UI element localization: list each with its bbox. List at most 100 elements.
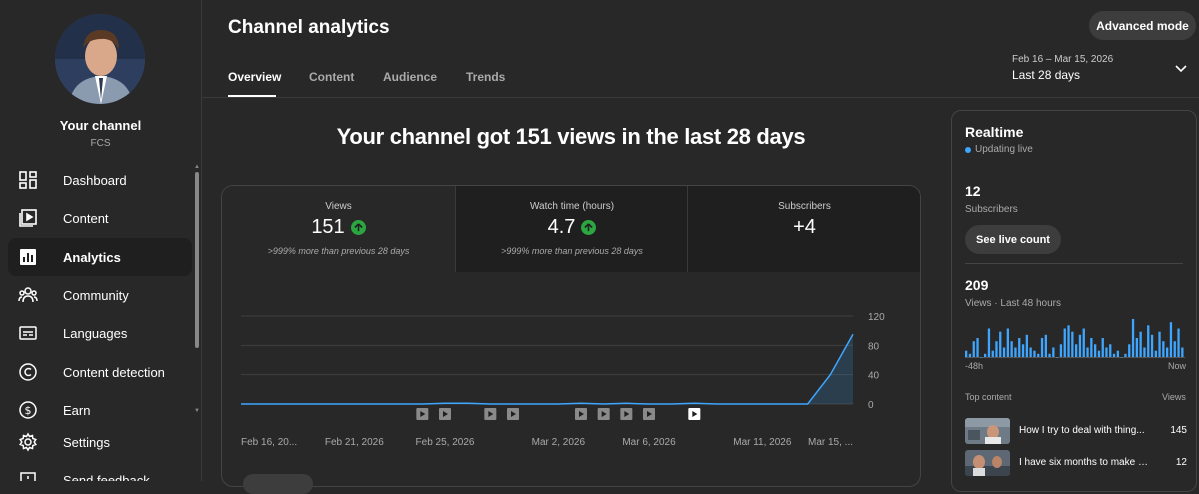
bar bbox=[1006, 328, 1009, 357]
bar bbox=[1105, 347, 1108, 357]
metric-watch-time[interactable]: Watch time (hours) 4.7 >999% more than p… bbox=[455, 186, 688, 272]
list-item[interactable]: How I try to deal with thing... 145 bbox=[965, 418, 1187, 444]
series-line bbox=[241, 333, 854, 405]
play-icon bbox=[420, 411, 426, 417]
realtime-bar-chart[interactable] bbox=[965, 317, 1185, 359]
date-preset[interactable]: Last 28 days bbox=[1012, 68, 1081, 82]
date-range[interactable]: Feb 16 – Mar 15, 2026 bbox=[1012, 54, 1114, 65]
bar bbox=[1037, 353, 1040, 357]
bar bbox=[1173, 341, 1176, 357]
list-item[interactable]: I have six months to make it... 12 bbox=[965, 450, 1187, 476]
bar bbox=[1158, 331, 1161, 357]
tab-trends[interactable]: Trends bbox=[466, 70, 506, 84]
video-thumbnail[interactable] bbox=[965, 450, 1010, 476]
bar bbox=[1056, 357, 1059, 358]
sidebar-scrollbar[interactable] bbox=[195, 172, 199, 348]
sidebar-item-analytics[interactable]: Analytics bbox=[8, 238, 192, 276]
tab-overview[interactable]: Overview bbox=[228, 70, 282, 84]
live-dot-icon bbox=[965, 146, 971, 153]
tab-content[interactable]: Content bbox=[309, 70, 355, 84]
bar bbox=[1139, 331, 1142, 357]
bar bbox=[1177, 328, 1180, 357]
x-tick-label: Mar 2, 2026 bbox=[532, 437, 586, 448]
bar bbox=[1010, 341, 1013, 357]
content-icon bbox=[17, 207, 39, 229]
sidebar-item-settings[interactable]: Settings bbox=[8, 423, 192, 461]
bar bbox=[1124, 353, 1127, 357]
bar bbox=[1162, 341, 1165, 357]
bar bbox=[1059, 344, 1063, 357]
sidebar-item-label: Analytics bbox=[63, 249, 121, 265]
bar bbox=[1112, 353, 1116, 357]
sidebar-item-content[interactable]: Content bbox=[8, 199, 192, 237]
bar bbox=[984, 353, 987, 357]
metric-value: 4.7 bbox=[547, 216, 576, 238]
x-tick-label: Mar 15, ... bbox=[808, 437, 853, 448]
play-icon bbox=[624, 411, 630, 417]
arrow-up-icon bbox=[350, 220, 366, 235]
bar bbox=[1033, 350, 1036, 357]
svg-text:$: $ bbox=[25, 404, 32, 417]
video-title[interactable]: How I try to deal with thing... bbox=[1019, 425, 1145, 436]
see-more-button[interactable] bbox=[243, 474, 313, 494]
sidebar-item-dashboard[interactable]: Dashboard bbox=[8, 161, 192, 199]
video-thumbnail[interactable] bbox=[965, 418, 1010, 444]
sidebar-item-send-feedback[interactable]: Send feedback bbox=[8, 461, 192, 481]
bar bbox=[995, 341, 998, 357]
bar bbox=[1147, 325, 1150, 357]
sidebar-item-label: Content bbox=[63, 210, 109, 226]
tab-audience[interactable]: Audience bbox=[383, 70, 438, 84]
bar bbox=[1040, 338, 1044, 357]
bar bbox=[1067, 325, 1070, 357]
views-line-chart[interactable]: 0 40 80 120 Feb 16, 20... Feb 21, 2026 Feb 25,… bbox=[222, 272, 920, 486]
header-divider bbox=[202, 97, 1199, 98]
bar bbox=[991, 350, 994, 357]
gear-icon bbox=[17, 431, 39, 453]
avatar[interactable] bbox=[55, 14, 145, 104]
arrow-up-icon bbox=[581, 220, 597, 235]
realtime-subscribers-label: Subscribers bbox=[965, 204, 1018, 215]
metric-views[interactable]: Views 151 >999% more than previous 28 da… bbox=[222, 186, 455, 272]
metric-label: Views bbox=[325, 201, 352, 212]
dashboard-icon bbox=[17, 169, 39, 191]
sidebar-item-label: Send feedback bbox=[63, 472, 150, 482]
bar bbox=[1075, 344, 1078, 357]
chevron-down-icon[interactable] bbox=[1173, 61, 1189, 77]
sidebar-item-label: Community bbox=[63, 287, 129, 303]
metric-label: Watch time (hours) bbox=[529, 201, 615, 212]
play-icon bbox=[601, 411, 607, 417]
metric-label: Subscribers bbox=[778, 201, 831, 212]
channel-name: Your channel bbox=[59, 118, 142, 133]
y-tick-label: 80 bbox=[868, 341, 880, 352]
scroll-up-arrow[interactable]: ▲ bbox=[194, 164, 200, 170]
bar bbox=[1052, 347, 1055, 357]
sidebar-item-languages[interactable]: Languages bbox=[8, 314, 192, 352]
bar bbox=[1143, 347, 1146, 357]
bar bbox=[1029, 347, 1032, 357]
bar bbox=[1021, 344, 1025, 357]
video-title[interactable]: I have six months to make it... bbox=[1019, 457, 1149, 468]
analytics-icon bbox=[17, 246, 39, 268]
y-tick-label: 120 bbox=[868, 312, 885, 323]
y-tick-label: 40 bbox=[868, 371, 880, 382]
sidebar-item-community[interactable]: Community bbox=[8, 276, 192, 314]
bar bbox=[1120, 357, 1123, 358]
bar bbox=[1094, 344, 1097, 357]
x-tick-label: Feb 16, 20... bbox=[241, 437, 297, 448]
overview-card: Views 151 >999% more than previous 28 da… bbox=[221, 185, 921, 487]
see-live-count-button[interactable]: See live count bbox=[965, 225, 1061, 254]
bar bbox=[1082, 328, 1085, 357]
sidebar-item-label: Settings bbox=[63, 434, 110, 450]
x-tick-label: Feb 21, 2026 bbox=[325, 437, 384, 448]
advanced-mode-button[interactable]: Advanced mode bbox=[1089, 11, 1196, 40]
metric-subscribers[interactable]: Subscribers +4 bbox=[687, 186, 920, 272]
bar bbox=[1097, 350, 1101, 357]
bar bbox=[1002, 347, 1006, 357]
sidebar-item-earn[interactable]: $ Earn bbox=[8, 391, 192, 429]
bar bbox=[972, 341, 975, 357]
bar bbox=[1071, 331, 1074, 357]
scroll-down-arrow[interactable]: ▼ bbox=[194, 408, 200, 414]
sidebar: Your channel FCS Dashboard Content Analy… bbox=[0, 0, 202, 481]
y-tick-label: 0 bbox=[868, 400, 874, 411]
sidebar-item-content-detection[interactable]: Content detection bbox=[8, 353, 192, 391]
